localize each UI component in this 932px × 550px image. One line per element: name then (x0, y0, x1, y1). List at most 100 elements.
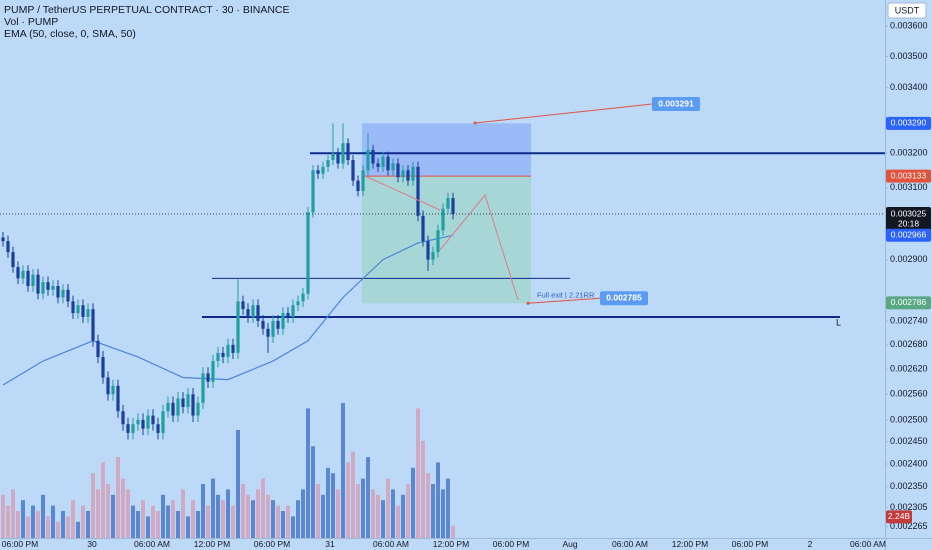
y-tick-label: 0.002620 (890, 364, 928, 374)
currency[interactable]: USDT (895, 5, 920, 15)
ema-line (2, 234, 454, 386)
volume-bar (256, 489, 260, 538)
candle-body (71, 301, 75, 314)
volume-bar (31, 505, 35, 538)
volume-bar (181, 489, 185, 538)
candle-body (61, 289, 65, 298)
volume-bar (81, 505, 85, 538)
candle-body (66, 289, 70, 302)
candle-body (376, 163, 380, 167)
candle-body (391, 163, 395, 171)
candle-body (381, 156, 385, 167)
candle-body (191, 394, 195, 416)
candle-body (206, 373, 210, 382)
volume-bar (231, 505, 235, 538)
volume-bar (11, 489, 15, 538)
candle-body (336, 153, 340, 164)
volume-bar (56, 521, 60, 538)
candle-body (316, 170, 320, 174)
candle-body (411, 166, 415, 181)
volume-bar (361, 478, 365, 538)
volume-bar (346, 462, 350, 538)
y-tick-label: 0.002400 (890, 458, 928, 468)
candle-body (26, 270, 30, 286)
candle-body (31, 274, 35, 286)
candle-body (141, 419, 145, 429)
price-tag (886, 116, 931, 130)
volume-bar (201, 484, 205, 538)
candle-body (416, 166, 420, 216)
price-tag-label: 0.003133 (891, 170, 927, 180)
x-tick-label: Aug (562, 539, 577, 549)
candle-body (436, 230, 440, 253)
volume-bar (66, 516, 70, 538)
volume-bar (271, 500, 275, 538)
candle-body (386, 156, 390, 171)
callout-line (474, 103, 653, 124)
volume-bar (126, 489, 130, 538)
volume-bar (246, 494, 250, 538)
volume-bar (101, 462, 105, 538)
volume-bar (141, 500, 145, 538)
y-tick-label: 0.002500 (890, 414, 928, 424)
volume-bar (161, 494, 165, 538)
volume-bar (406, 484, 410, 538)
candle-body (156, 424, 160, 433)
candle-body (211, 361, 215, 382)
y-tick-label: 0.002450 (890, 436, 928, 446)
x-tick-label: 30 (87, 539, 97, 549)
x-tick-label: 12:00 PM (672, 539, 708, 549)
volume-bar (296, 500, 300, 538)
candle-body (241, 301, 245, 310)
price-tag (886, 207, 931, 232)
volume-bar (351, 451, 355, 538)
candle-body (36, 274, 40, 294)
candle-body (331, 153, 335, 161)
price-tag-countdown: 20:18 (898, 218, 920, 228)
x-tick-label: 06:00 AM (850, 539, 886, 549)
candle-body (276, 320, 280, 329)
volume-bar (6, 505, 10, 538)
y-tick-label: 0.002900 (890, 254, 928, 264)
x-tick-label: 2 (808, 539, 813, 549)
candle-body (171, 402, 175, 416)
volume-bar (216, 494, 220, 538)
volume-bar (156, 511, 160, 538)
candle-body (86, 309, 90, 317)
candle-body (201, 373, 205, 403)
candle-body (311, 170, 315, 213)
candle-body (326, 160, 330, 167)
candle-body (281, 313, 285, 329)
x-tick-label: 06:00 AM (134, 539, 170, 549)
candle-body (111, 385, 115, 395)
x-tick-label: 06:00 AM (373, 539, 409, 549)
candle-body (41, 282, 45, 294)
volume-bar (416, 408, 420, 538)
callout-line (527, 297, 601, 304)
volume-bar (221, 500, 225, 538)
currency-box[interactable] (887, 2, 927, 19)
volume-bar (176, 511, 180, 538)
candle-body (356, 180, 360, 192)
callout-label: 0.003291 (658, 98, 694, 108)
volume-bar (366, 457, 370, 538)
candle-body (256, 305, 260, 321)
volume-bar (241, 484, 245, 538)
x-tick-label: 06:00 AM (612, 539, 648, 549)
candle-body (321, 166, 325, 174)
volume-bar (71, 500, 75, 538)
candle-body (371, 149, 375, 164)
stop-zone (362, 123, 531, 177)
volume-bar (251, 500, 255, 538)
candle-body (181, 398, 185, 408)
volume-bar (381, 500, 385, 538)
candle-body (106, 377, 110, 395)
candle-body (426, 241, 430, 260)
candle-body (226, 344, 230, 357)
candle-body (271, 320, 275, 337)
y-tick-label: 0.003200 (890, 148, 928, 158)
candle-body (261, 320, 265, 329)
volume-bar (91, 473, 95, 538)
candle-body (231, 344, 235, 353)
